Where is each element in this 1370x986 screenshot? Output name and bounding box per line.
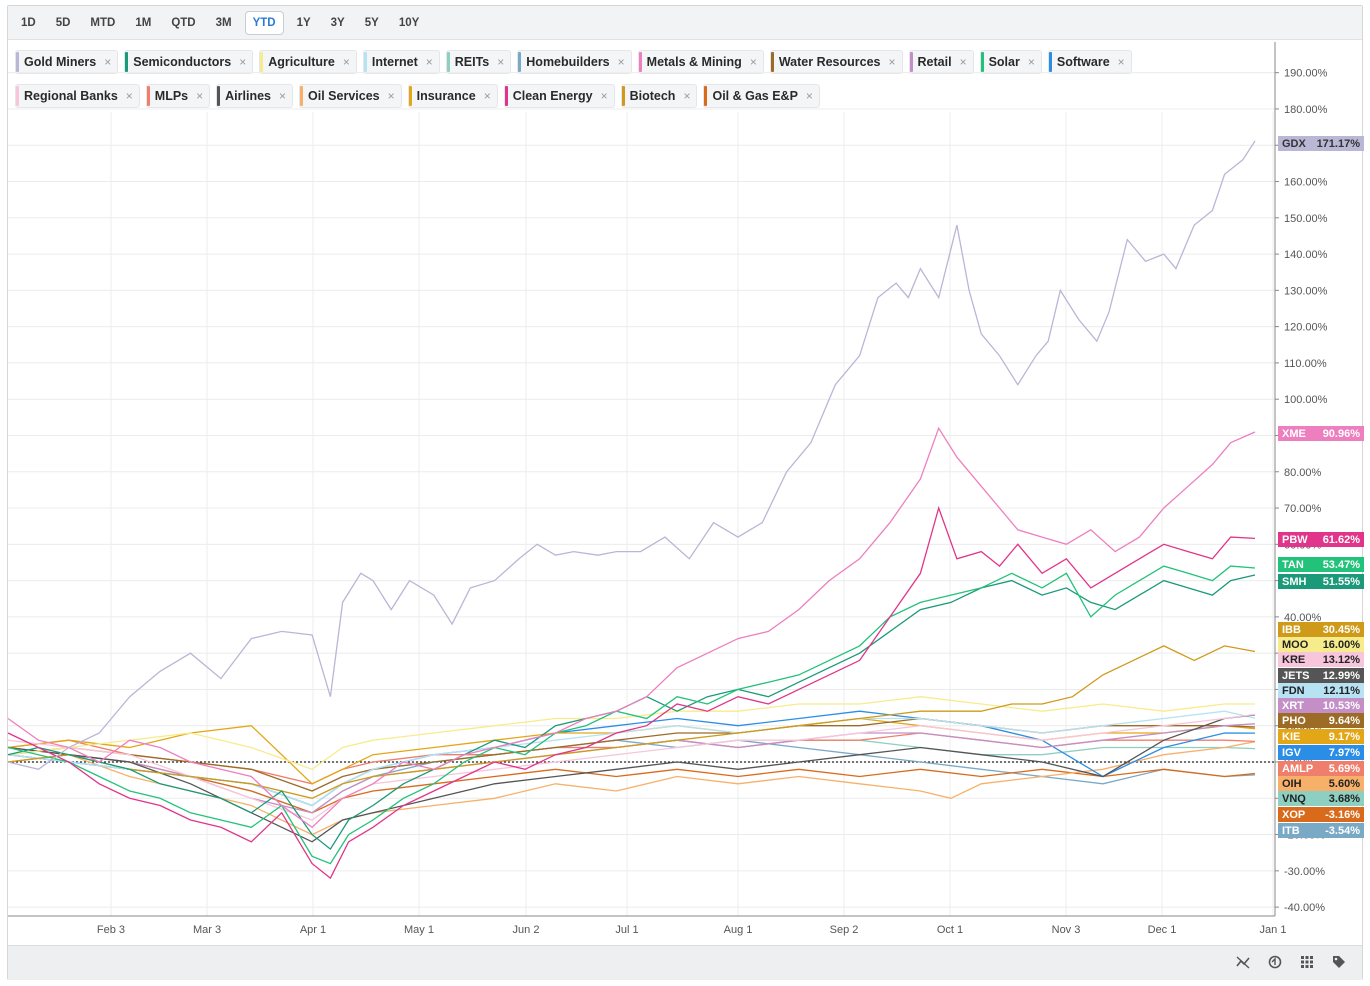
close-icon[interactable]: × [104, 55, 112, 69]
close-icon[interactable]: × [1117, 55, 1125, 69]
close-icon[interactable]: × [196, 89, 204, 103]
chip-label: Clean Energy [512, 89, 593, 103]
series-chip[interactable]: Metals & Mining × [637, 50, 764, 74]
chip-color-bar [125, 52, 129, 72]
close-icon[interactable]: × [425, 55, 433, 69]
series-chip[interactable]: Software × [1047, 50, 1132, 74]
chip-label: Regional Banks [24, 89, 118, 103]
chip-color-bar [909, 52, 913, 72]
close-icon[interactable]: × [683, 89, 691, 103]
chip-label: Homebuilders [526, 55, 610, 69]
range-button-3m[interactable]: 3M [215, 16, 232, 29]
close-icon[interactable]: × [888, 55, 896, 69]
chip-color-bar [704, 86, 708, 106]
series-chip[interactable]: Internet × [362, 50, 440, 74]
chip-label: Internet [371, 55, 418, 69]
series-chip[interactable]: Regional Banks × [15, 84, 140, 108]
close-icon[interactable]: × [342, 55, 350, 69]
range-button-10y[interactable]: 10Y [398, 16, 420, 29]
range-button-1y[interactable]: 1Y [296, 16, 311, 29]
close-icon[interactable]: × [617, 55, 625, 69]
series-chips: Gold Miners × Semiconductors × Agriculture × I… [15, 50, 1175, 118]
series-chip[interactable]: Gold Miners × [15, 50, 119, 74]
chip-label: Gold Miners [24, 55, 97, 69]
series-chip[interactable]: Insurance × [407, 84, 498, 108]
chip-label: Biotech [629, 89, 676, 103]
series-chip[interactable]: Biotech × [620, 84, 698, 108]
chip-color-bar [300, 86, 304, 106]
range-button-1m[interactable]: 1M [135, 16, 152, 29]
chip-color-bar [770, 52, 774, 72]
series-chip[interactable]: Solar × [979, 50, 1042, 74]
series-chip[interactable]: Airlines × [216, 84, 294, 108]
chip-color-bar [504, 86, 508, 106]
series-chip[interactable]: Oil & Gas E&P × [703, 84, 820, 108]
chip-label: Oil Services [308, 89, 380, 103]
series-chip[interactable]: Homebuilders × [517, 50, 632, 74]
close-icon[interactable]: × [959, 55, 967, 69]
range-button-1d[interactable]: 1D [21, 16, 36, 29]
range-button-ytd[interactable]: YTD [244, 10, 284, 35]
chip-color-bar [363, 52, 367, 72]
chip-label: Insurance [416, 89, 476, 103]
chip-label: Agriculture [268, 55, 335, 69]
series-chip[interactable]: Retail × [908, 50, 974, 74]
chip-color-bar [16, 86, 19, 106]
series-chip[interactable]: Clean Energy × [503, 84, 615, 108]
range-button-5y[interactable]: 5Y [364, 16, 379, 29]
chip-color-bar [980, 52, 984, 72]
series-chip[interactable]: MLPs × [145, 84, 211, 108]
chip-color-bar [446, 52, 450, 72]
chip-color-bar [408, 86, 412, 106]
chip-label: Oil & Gas E&P [712, 89, 798, 103]
chip-label: Metals & Mining [646, 55, 742, 69]
close-icon[interactable]: × [125, 89, 133, 103]
series-chip[interactable]: Semiconductors × [124, 50, 254, 74]
close-icon[interactable]: × [387, 89, 395, 103]
series-chip[interactable]: Agriculture × [259, 50, 357, 74]
close-icon[interactable]: × [749, 55, 757, 69]
series-chip[interactable]: Oil Services × [299, 84, 402, 108]
close-icon[interactable]: × [239, 55, 247, 69]
chip-label: Software [1056, 55, 1110, 69]
chip-color-bar [1048, 52, 1052, 72]
tag-icon[interactable] [1330, 954, 1348, 972]
grid-icon[interactable] [1298, 954, 1316, 972]
range-button-mtd[interactable]: MTD [90, 16, 116, 29]
range-button-qtd[interactable]: QTD [171, 16, 196, 29]
close-icon[interactable]: × [279, 89, 287, 103]
close-icon[interactable]: × [805, 89, 813, 103]
chip-row-1: Gold Miners × Semiconductors × Agriculture × I… [15, 50, 1175, 76]
chip-color-bar [638, 52, 642, 72]
chip-color-bar [260, 52, 264, 72]
chip-label: MLPs [154, 89, 189, 103]
close-icon[interactable]: × [497, 55, 505, 69]
series-chip[interactable]: REITs × [445, 50, 512, 74]
chart-footer [8, 945, 1362, 980]
chip-color-bar [146, 86, 150, 106]
chip-label: Water Resources [778, 55, 881, 69]
range-button-3y[interactable]: 3Y [330, 16, 345, 29]
chip-label: REITs [454, 55, 490, 69]
range-selector: 1D 5D MTD 1M QTD 3M YTD 1Y 3Y 5Y 10Y [8, 6, 1362, 40]
reset-zoom-icon[interactable] [1266, 954, 1284, 972]
close-icon[interactable]: × [483, 89, 491, 103]
chip-color-bar [217, 86, 221, 106]
chip-row-2: Regional Banks × MLPs × Airlines × Oil Service… [15, 84, 1175, 110]
chip-label: Retail [917, 55, 952, 69]
series-chip[interactable]: Water Resources × [769, 50, 903, 74]
chip-color-bar [518, 52, 522, 72]
close-icon[interactable]: × [1027, 55, 1035, 69]
range-button-5d[interactable]: 5D [55, 16, 71, 29]
chip-label: Solar [988, 55, 1020, 69]
chart-widget [7, 5, 1363, 980]
close-icon[interactable]: × [600, 89, 608, 103]
hide-lines-icon[interactable] [1234, 954, 1252, 972]
chip-label: Semiconductors [133, 55, 232, 69]
chip-label: Airlines [225, 89, 272, 103]
chip-color-bar [16, 52, 19, 72]
chip-color-bar [621, 86, 625, 106]
